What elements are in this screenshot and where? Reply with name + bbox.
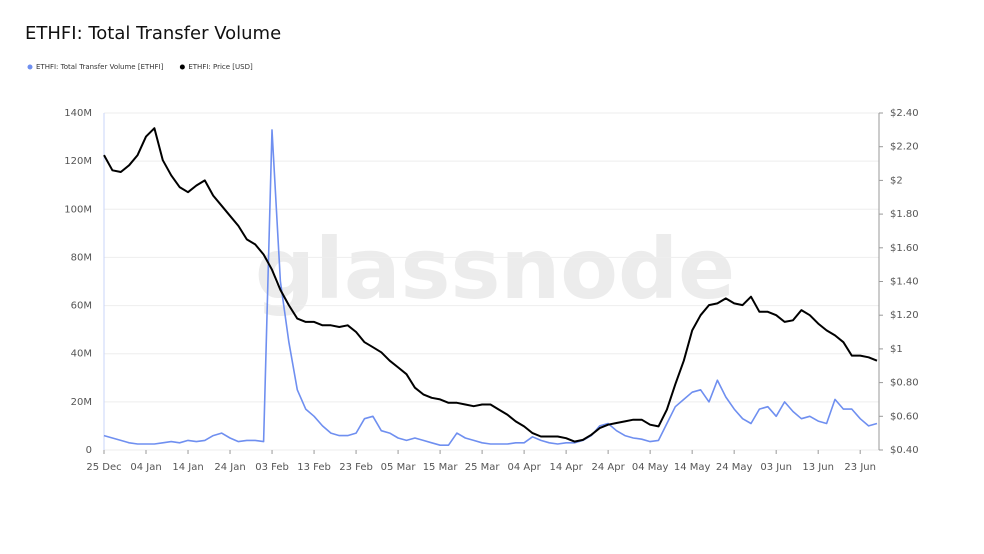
x-tick-label: 14 Apr: [550, 462, 584, 473]
y-tick-label: 40M: [71, 349, 92, 360]
y-tick-label: 100M: [64, 204, 92, 215]
legend-label: ETHFI: Total Transfer Volume [ETHFI]: [36, 63, 164, 71]
y-tick-label: 120M: [64, 156, 92, 167]
y-tick-label: 80M: [71, 252, 92, 263]
x-tick-label: 25 Dec: [86, 462, 121, 473]
x-tick-label: 24 Apr: [592, 462, 626, 473]
x-tick-label: 03 Feb: [255, 462, 289, 473]
y2-tick-label: $1.20: [890, 310, 919, 321]
y2-tick-label: $2.40: [890, 108, 919, 119]
x-tick-label: 04 Jan: [130, 462, 161, 473]
x-tick-label: 15 Mar: [423, 462, 459, 473]
legend-label: ETHFI: Price [USD]: [188, 63, 253, 71]
x-tick-label: 13 Feb: [297, 462, 331, 473]
y2-tick-label: $0.40: [890, 445, 919, 456]
y2-tick-label: $2: [890, 175, 903, 186]
legend-swatch: [179, 64, 185, 70]
y2-tick-label: $0.80: [890, 378, 919, 389]
y-tick-label: 140M: [64, 108, 92, 119]
x-tick-label: 03 Jun: [760, 462, 792, 473]
x-tick-label: 24 Jan: [214, 462, 245, 473]
x-tick-label: 13 Jun: [802, 462, 834, 473]
x-tick-label: 24 May: [716, 462, 753, 473]
series-line: [103, 127, 878, 443]
watermark: glassnode: [255, 220, 735, 318]
y-tick-label: 60M: [71, 301, 92, 312]
x-tick-label: 04 May: [632, 462, 669, 473]
y2-tick-label: $2.20: [890, 142, 919, 153]
chart-title: ETHFI: Total Transfer Volume: [25, 23, 281, 44]
series-line: [103, 129, 878, 446]
x-tick-label: 04 Apr: [508, 462, 542, 473]
y2-tick-label: $0.60: [890, 411, 919, 422]
x-tick-label: 14 Jan: [172, 462, 203, 473]
legend-swatch: [27, 64, 33, 70]
y-tick-label: 20M: [71, 397, 92, 408]
y2-tick-label: $1.80: [890, 209, 919, 220]
y2-tick-label: $1.40: [890, 277, 919, 288]
x-tick-label: 14 May: [674, 462, 711, 473]
x-tick-label: 23 Feb: [339, 462, 373, 473]
x-tick-label: 23 Jun: [844, 462, 876, 473]
x-tick-label: 05 Mar: [381, 462, 417, 473]
y2-tick-label: $1: [890, 344, 903, 355]
y-tick-label: 0: [86, 445, 92, 456]
y2-tick-label: $1.60: [890, 243, 919, 254]
x-tick-label: 25 Mar: [465, 462, 501, 473]
